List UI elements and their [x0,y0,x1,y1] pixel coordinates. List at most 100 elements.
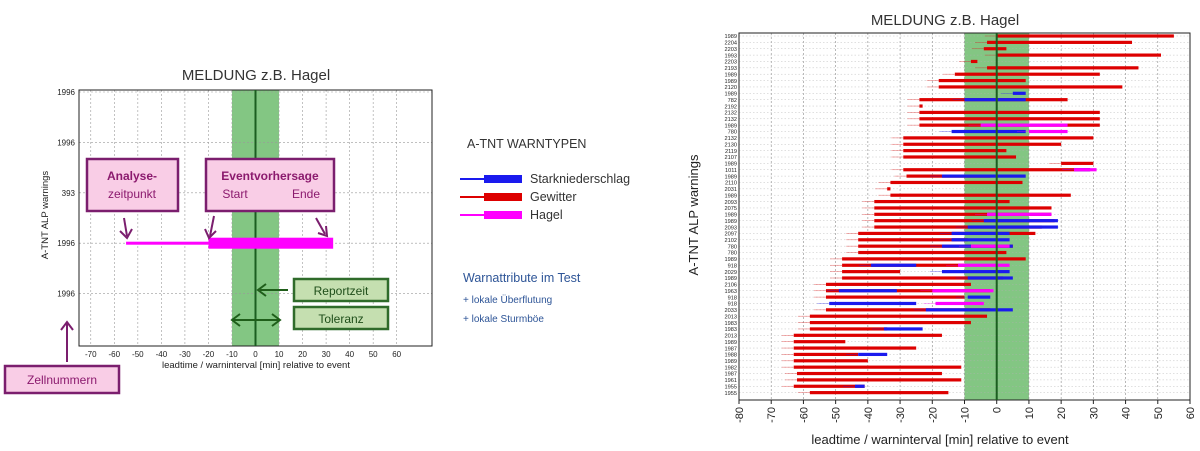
right-y-tick-label: 780 [728,130,737,136]
right-y-tick-label: 1989 [725,174,737,180]
right-y-ticks: 1989220422031993220321931989198921201989… [725,34,737,397]
right-y-tick-label: 1989 [725,340,737,346]
right-bar-gewitter [825,289,991,293]
right-bar-gewitter [983,47,1007,51]
left-x-tick-label: -20 [203,350,215,359]
right-y-tick-label: 1983 [725,321,737,327]
right-y-tick-label: 2193 [725,66,737,72]
right-x-tick-label: 20 [1056,407,1068,419]
callout-event-end: Ende [292,187,320,201]
right-x-tick-label: -20 [927,407,939,423]
right-bar-gewitter [887,187,891,191]
right-y-tick-label: 1989 [725,257,737,263]
right-y-tick-label: 2029 [725,270,737,276]
right-y-tick-label: 2107 [725,155,737,161]
right-bar-gewitter [809,391,949,395]
right-bar-starkniederschlag [983,219,1058,223]
right-y-tick-label: 2013 [725,314,737,320]
right-y-tick-label: 1989 [725,193,737,199]
right-bar-gewitter [809,314,988,318]
right-bar-starkniederschlag [941,174,1026,178]
right-bar-starkniederschlag [858,352,888,357]
right-bar-gewitter [825,282,971,286]
right-bar-starkniederschlag [951,238,1010,242]
right-bar-starkniederschlag [967,225,1058,229]
right-bar-gewitter [938,78,1026,83]
right-y-tick-label: 2204 [725,41,737,47]
left-chart-title: MELDUNG z.B. Hagel [182,67,330,84]
right-y-tick-label: 1961 [725,378,737,384]
right-x-tick-label: -80 [734,407,746,423]
right-bar-gewitter [842,270,901,274]
right-bar-starkniederschlag [1012,91,1026,95]
right-y-tick-label: 2203 [725,47,737,53]
right-bar-gewitter [874,206,1052,210]
right-bar-gewitter [874,199,1010,204]
right-bar-starkniederschlag [838,289,897,293]
right-y-tick-label: 918 [728,302,737,308]
right-bar-gewitter [809,327,888,331]
warntypen-legend: A-TNT WARNTYPEN Starkniederschlag Gewitte… [460,137,630,222]
left-bar-hagel [126,241,209,245]
right-bar-gewitter [793,346,917,350]
right-y-tick-label: 780 [728,251,737,257]
callout-reportzeit: Reportzeit [256,277,390,303]
right-bar-starkniederschlag [829,301,917,306]
right-y-tick-label: 1989 [725,162,737,168]
right-bar-starkniederschlag [951,129,1026,134]
right-bar-gewitter [858,238,968,242]
right-bar-gewitter [858,250,1007,255]
right-bar-gewitter [842,276,1004,280]
right-y-tick-label: 2097 [725,232,737,238]
right-bar-gewitter [903,149,1007,153]
callout-analyse: Analyse- zeitpunkt [85,157,180,240]
event-end-arrow [315,217,326,235]
right-bar-gewitter [890,193,1071,197]
left-x-ticks: -70 -60 -50 -40 -30 -20 -10 0 10 20 30 40 50 60 [85,350,402,359]
right-y-tick-label: 1955 [725,391,737,397]
right-x-tick-label: -10 [960,407,972,423]
right-y-tick-label: 918 [728,263,737,269]
callout-event-title: Eventvorhersage [221,169,319,183]
right-bar-hagel [970,244,1010,248]
right-y-tick-label: 782 [728,98,737,104]
right-y-tick-label: 1989 [725,123,737,129]
callout-toleranz: Toleranz [230,305,390,331]
right-y-tick-label: 2132 [725,136,737,142]
right-bar-gewitter [842,257,1026,261]
legend-label-starkniederschlag: Starkniederschlag [530,172,630,186]
right-y-tick-label: 2110 [725,181,737,187]
right-x-tick-label: 30 [1088,407,1100,419]
callout-toleranz-label: Toleranz [318,312,363,326]
right-bar-gewitter [919,104,923,108]
right-bar-starkniederschlag [967,276,1013,280]
legend-label-gewitter: Gewitter [530,190,577,204]
left-y-tick-label: 1996 [57,138,75,147]
right-y-tick-label: 1983 [725,327,737,333]
right-y-tick-label: 1989 [725,34,737,40]
left-y-tick-label: 1996 [57,88,75,97]
right-y-tick-label: 2192 [725,104,737,110]
right-x-axis-label: leadtime / warninterval [min] relative t… [811,432,1069,447]
right-bar-gewitter [890,180,1023,185]
right-bar-gewitter [874,219,1055,223]
right-bar-gewitter [903,155,1017,159]
right-bar-hagel [980,123,1068,127]
right-bar-gewitter [1061,161,1094,165]
event-start-arrow [209,215,215,237]
right-x-tick-label: -60 [798,407,810,423]
right-bar-starkniederschlag [941,270,1010,274]
right-y-tick-label: 1989 [725,213,737,219]
left-y-tick-label: 1996 [57,239,75,248]
right-y-tick-label: 918 [728,295,737,301]
callout-event-start: Start [222,187,248,201]
right-x-ticks: -80 -70 -60 -50 -40 -30 -20 -10 0 10 20 30 40 50 60 [734,400,1197,423]
right-bar-gewitter [996,53,1162,57]
right-bar-gewitter [903,136,1094,140]
right-y-tick-label: 2203 [725,60,737,66]
warnattribute-box: Warnattribute im Test + lokale Überflutu… [463,271,581,325]
right-bar-gewitter [793,365,962,369]
right-bar-hagel [935,301,984,306]
left-bars [126,237,334,249]
left-x-tick-label: 10 [275,350,284,359]
